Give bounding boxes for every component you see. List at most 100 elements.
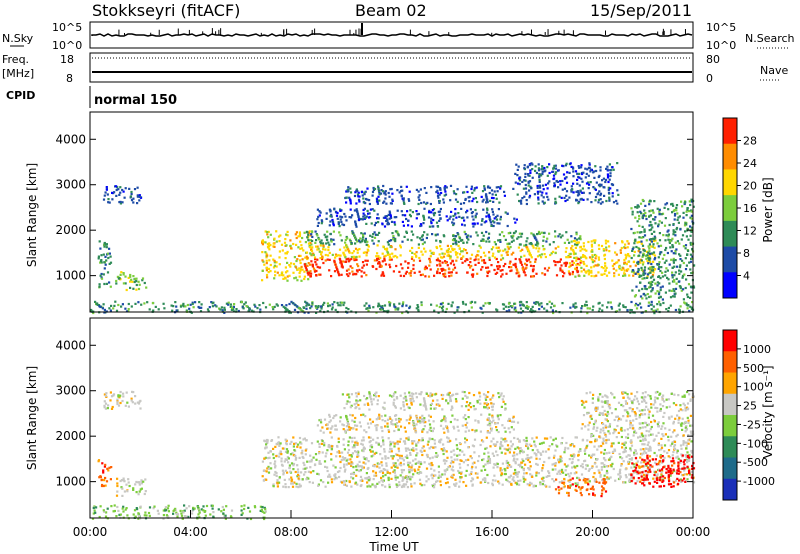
data-cell <box>207 310 210 313</box>
data-cell <box>561 164 564 167</box>
data-cell <box>309 246 312 249</box>
data-cell <box>692 205 695 208</box>
data-cell <box>570 190 573 193</box>
data-cell <box>656 281 659 284</box>
data-cell <box>353 234 356 237</box>
data-cell <box>318 250 321 253</box>
data-cell <box>384 216 387 219</box>
data-cell <box>314 258 317 261</box>
data-cell <box>270 439 273 442</box>
data-cell <box>646 254 649 257</box>
data-cell <box>418 270 421 273</box>
data-cell <box>415 251 418 254</box>
data-cell <box>423 231 426 234</box>
data-cell <box>266 231 269 234</box>
data-cell <box>641 255 644 258</box>
data-cell <box>129 273 132 277</box>
data-cell <box>511 305 514 308</box>
data-cell <box>415 392 418 395</box>
data-cell <box>301 478 304 481</box>
data-cell <box>628 274 631 277</box>
data-cell <box>366 244 369 247</box>
data-cell <box>318 462 321 465</box>
data-cell <box>355 451 358 454</box>
data-cell <box>318 238 321 241</box>
data-cell <box>405 480 409 483</box>
data-cell <box>490 427 493 430</box>
data-cell <box>604 180 607 184</box>
data-cell <box>668 282 671 285</box>
data-cell <box>398 419 401 422</box>
data-cell <box>602 267 605 270</box>
data-cell <box>273 237 276 240</box>
data-cell <box>127 276 130 279</box>
data-cell <box>433 483 436 486</box>
cpid-value: normal 150 <box>94 93 177 108</box>
data-cell <box>452 473 455 476</box>
data-cell <box>104 394 107 397</box>
data-cell <box>295 266 298 269</box>
data-cell <box>408 199 411 202</box>
data-cell <box>497 246 500 249</box>
data-cell <box>427 419 431 422</box>
data-cell <box>566 464 570 467</box>
data-cell <box>384 473 387 477</box>
data-cell <box>410 257 414 260</box>
data-cell <box>449 184 453 187</box>
data-cell <box>573 239 576 243</box>
data-cell <box>438 439 441 442</box>
data-cell <box>429 407 432 410</box>
data-cell <box>436 257 439 260</box>
data-cell <box>446 264 449 267</box>
data-cell <box>485 198 489 202</box>
data-cell <box>536 184 539 188</box>
data-cell <box>302 467 305 470</box>
data-cell <box>119 191 122 194</box>
data-cell <box>552 241 555 244</box>
data-cell <box>571 443 574 446</box>
data-cell <box>371 483 374 486</box>
data-cell <box>401 267 404 270</box>
data-cell <box>613 272 616 275</box>
data-cell <box>376 201 379 204</box>
data-cell <box>247 310 250 313</box>
data-cell <box>325 217 328 220</box>
data-cell <box>383 191 386 194</box>
data-cell <box>412 264 415 267</box>
data-cell <box>405 403 409 406</box>
data-cell <box>267 271 270 274</box>
data-cell <box>364 239 367 242</box>
data-cell <box>354 424 357 427</box>
data-cell <box>455 193 458 196</box>
data-cell <box>492 213 495 216</box>
data-cell <box>588 192 591 195</box>
data-cell <box>319 244 322 247</box>
data-cell <box>557 235 560 238</box>
data-cell <box>104 476 107 480</box>
data-cell <box>464 414 467 417</box>
data-cell <box>540 194 543 197</box>
data-cell <box>447 302 450 305</box>
data-cell <box>361 218 364 221</box>
data-cell <box>408 213 412 216</box>
data-cell <box>664 248 667 252</box>
data-cell <box>376 399 379 402</box>
data-cell <box>577 454 580 457</box>
data-cell <box>318 419 321 422</box>
data-cell <box>391 192 394 195</box>
data-cell <box>354 450 357 453</box>
data-cell <box>453 458 456 461</box>
data-cell <box>687 210 691 213</box>
data-cell <box>381 457 384 460</box>
data-cell <box>345 306 348 310</box>
data-cell <box>465 401 469 404</box>
data-cell <box>414 428 417 431</box>
data-cell <box>416 420 420 423</box>
data-cell <box>423 483 426 487</box>
colorbar-segment <box>723 118 737 145</box>
data-cell <box>330 445 334 448</box>
data-cell <box>423 400 426 403</box>
data-cell <box>356 263 359 266</box>
data-cell <box>476 200 479 204</box>
data-cell <box>536 448 539 452</box>
